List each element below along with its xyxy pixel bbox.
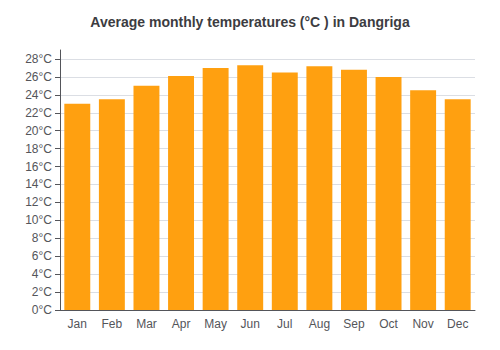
svg-text:Jul: Jul	[277, 317, 292, 331]
svg-text:24°C: 24°C	[25, 88, 52, 102]
svg-text:28°C: 28°C	[25, 52, 52, 66]
svg-text:Dec: Dec	[447, 317, 468, 331]
svg-text:Feb: Feb	[102, 317, 123, 331]
svg-text:20°C: 20°C	[25, 124, 52, 138]
svg-text:Apr: Apr	[172, 317, 191, 331]
svg-text:Jan: Jan	[68, 317, 87, 331]
svg-text:8°C: 8°C	[32, 231, 52, 245]
svg-text:16°C: 16°C	[25, 160, 52, 174]
svg-text:4°C: 4°C	[32, 267, 52, 281]
svg-text:14°C: 14°C	[25, 177, 52, 191]
svg-text:26°C: 26°C	[25, 70, 52, 84]
svg-text:Oct: Oct	[379, 317, 398, 331]
svg-text:0°C: 0°C	[32, 303, 52, 317]
svg-text:18°C: 18°C	[25, 142, 52, 156]
svg-text:Nov: Nov	[412, 317, 433, 331]
svg-text:Mar: Mar	[136, 317, 157, 331]
svg-text:Jun: Jun	[241, 317, 260, 331]
svg-text:May: May	[204, 317, 227, 331]
svg-text:22°C: 22°C	[25, 106, 52, 120]
svg-text:Aug: Aug	[309, 317, 330, 331]
svg-text:12°C: 12°C	[25, 195, 52, 209]
svg-text:2°C: 2°C	[32, 285, 52, 299]
svg-text:Average monthly temperatures (: Average monthly temperatures (°C ) in Da…	[90, 14, 410, 30]
svg-text:10°C: 10°C	[25, 213, 52, 227]
svg-text:Sep: Sep	[343, 317, 365, 331]
svg-text:6°C: 6°C	[32, 249, 52, 263]
